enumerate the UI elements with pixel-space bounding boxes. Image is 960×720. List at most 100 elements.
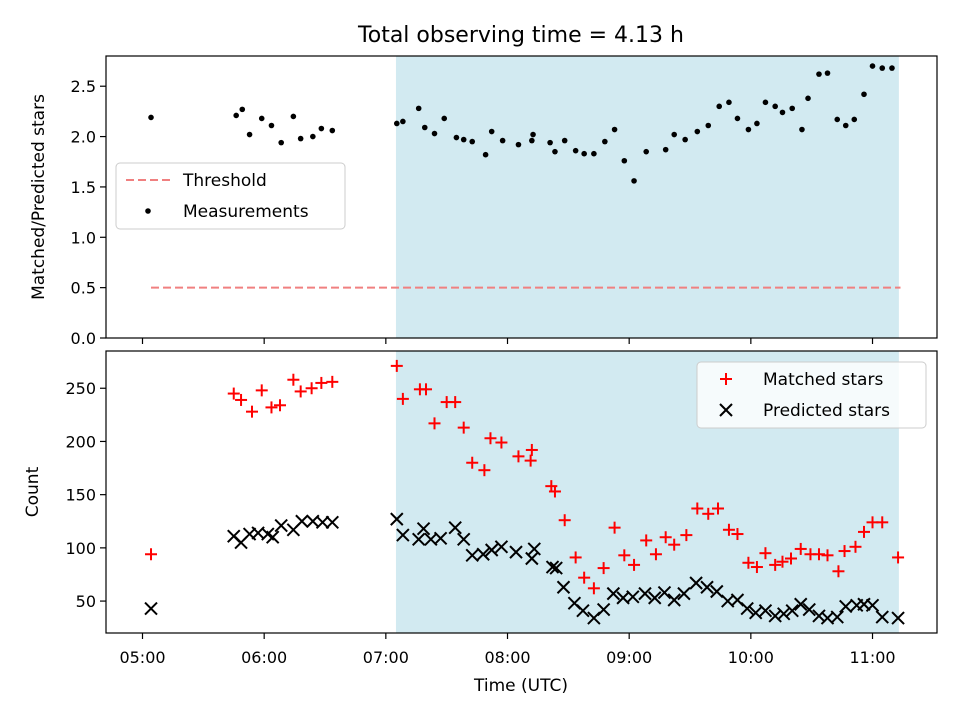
measurement-point: [529, 137, 535, 144]
matched-star-point: [428, 417, 441, 430]
x-tick-label: 06:00: [241, 648, 287, 667]
measurement-point: [268, 122, 275, 129]
matched-star-point: [569, 551, 582, 564]
measurement-point: [799, 126, 805, 133]
matched-star-point: [484, 432, 497, 445]
measurement-point: [726, 99, 732, 106]
matched-star-point: [457, 421, 470, 434]
predicted-star-point: [545, 560, 560, 574]
matched-star-point: [235, 393, 248, 406]
measurement-point: [789, 105, 796, 112]
predicted-star-point: [549, 561, 563, 575]
measurement-point: [694, 128, 701, 135]
measurement-point: [530, 131, 536, 138]
bottom-panel: 50 100 150 200 250 05:00 06:00 07:00 08:00 09:00…: [23, 350, 938, 696]
measurement-point: [515, 141, 522, 148]
matched-star-point: [495, 436, 508, 449]
legend-threshold-label: Threshold: [182, 171, 267, 191]
measurement-point: [889, 65, 895, 71]
predicted-star-point: [596, 602, 611, 617]
measurement-point: [734, 115, 741, 122]
measurement-point: [547, 139, 553, 146]
predicted-star-point: [525, 551, 539, 566]
measurement-point: [572, 147, 579, 154]
predicted-star-point: [626, 590, 640, 604]
measurement-point: [762, 99, 769, 106]
predicted-star-point: [606, 586, 621, 601]
legend-predicted-swatch: [719, 403, 733, 417]
measurement-point: [329, 127, 336, 134]
measurement-point: [842, 122, 849, 129]
legend-matched-label: Matched stars: [763, 370, 883, 390]
matched-star-point: [548, 485, 561, 498]
matched-star-point: [227, 387, 240, 400]
matched-star-point: [294, 385, 307, 398]
measurement-point: [453, 134, 460, 141]
predicted-star-point: [865, 598, 880, 613]
matched-star-point: [691, 502, 704, 515]
matched-star-point: [246, 405, 259, 418]
predicted-star-point: [768, 609, 782, 623]
predicted-star-point: [494, 540, 509, 554]
measurement-point: [869, 63, 876, 69]
measurement-point: [662, 146, 669, 153]
measurement-point: [400, 118, 406, 125]
matched-star-point: [265, 401, 278, 414]
matched-star-point: [608, 521, 621, 534]
measurement-point: [421, 124, 428, 131]
predicted-star-point: [891, 611, 905, 625]
matched-star-point: [466, 456, 479, 469]
top-y-ticks: 0.0 0.5 1.0 1.5 2.0 2.5: [71, 77, 106, 348]
measurement-point: [393, 120, 400, 127]
top-y-axis-label: Matched/Predicted stars: [29, 94, 49, 300]
measurement-point: [278, 139, 285, 146]
predicted-star-point: [576, 603, 590, 618]
bottom-y-tick-label: 200: [65, 432, 96, 451]
predicted-star-point: [527, 542, 541, 556]
measurement-point: [239, 106, 246, 113]
measurement-point: [258, 115, 265, 122]
legend-predicted-label: Predicted stars: [763, 401, 890, 421]
matched-star-point: [478, 464, 491, 477]
measurement-point: [488, 128, 495, 135]
measurement-point: [591, 150, 597, 157]
predicted-star-point: [638, 586, 652, 601]
predicted-star-point: [411, 532, 426, 547]
matched-star-point: [711, 502, 724, 515]
x-tick-label: 10:00: [728, 648, 774, 667]
matched-star-point: [390, 359, 403, 372]
top-y-tick-label: 0.5: [71, 279, 96, 298]
measurement-point: [805, 95, 811, 102]
measurement-point: [552, 148, 558, 155]
matched-star-point: [680, 529, 693, 542]
measurement-point: [297, 135, 304, 142]
measurement-point: [816, 71, 822, 77]
top-y-tick-label: 1.0: [71, 228, 96, 247]
measurement-point: [148, 114, 154, 121]
measurement-point: [879, 65, 886, 71]
matched-star-point: [849, 540, 862, 553]
predicted-star-point: [416, 522, 431, 536]
predicted-star-point: [265, 530, 280, 544]
measurement-point: [682, 136, 688, 143]
predicted-star-point: [325, 515, 340, 530]
measurement-point: [772, 103, 778, 110]
measurement-point: [441, 115, 448, 122]
measurement-point: [233, 112, 239, 119]
matched-star-point: [315, 376, 328, 389]
x-tick-label: 05:00: [119, 648, 165, 667]
measurements-series: [148, 63, 895, 184]
measurement-point: [824, 70, 831, 76]
measurement-point: [779, 109, 786, 116]
predicted-star-point: [740, 601, 754, 616]
measurement-point: [621, 157, 628, 164]
predicted-star-point: [839, 599, 853, 614]
measurement-point: [602, 138, 608, 145]
predicted-star-point: [457, 532, 471, 547]
matched-star-point: [769, 558, 782, 571]
matched-star-point: [731, 528, 744, 541]
matched-star-point: [876, 516, 889, 529]
predicted-star-point: [677, 586, 691, 601]
matched-star-point: [512, 450, 525, 463]
